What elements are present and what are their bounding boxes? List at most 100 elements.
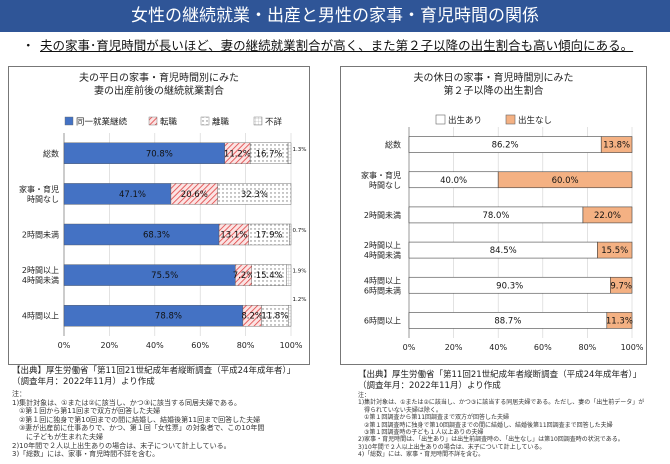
- left-chart-panel: 夫の平日の家事・育児時間別にみた 妻の出産前後の継続就業割合 同一就業継続 転職 離職…: [8, 66, 310, 365]
- data-label: 40.0%: [440, 176, 467, 186]
- data-label: 88.7%: [494, 316, 521, 326]
- lead-text: 夫の家事･育児時間が長いほど、妻の継続就業割合が高く、また第２子以降の出生割合も…: [40, 38, 634, 53]
- legend-swatch: [505, 114, 516, 125]
- category-label: 2時間以上: [364, 241, 401, 250]
- left-chart: 同一就業継続 転職 離職 不詳 0% 20% 40% 60% 80% 100% 総数 70.8% 11.…: [19, 116, 307, 351]
- data-label: 60.0%: [552, 176, 579, 186]
- x-tick-label: 40%: [489, 343, 507, 352]
- category-label: 時間なし: [369, 181, 401, 190]
- data-label: 16.7%: [256, 149, 283, 159]
- bar-segment: [582, 206, 633, 224]
- data-label: 22.0%: [594, 211, 621, 221]
- data-label: 75.5%: [151, 271, 178, 281]
- data-label: 7.2%: [233, 271, 255, 281]
- data-label: 90.3%: [496, 281, 523, 291]
- right-chart-title: 夫の休日の家事・育児時間別にみた 第２子以降の出生割合: [413, 73, 574, 97]
- bar-segment: [289, 223, 292, 246]
- legend-swatch: [200, 116, 210, 126]
- data-label: 86.2%: [492, 141, 519, 151]
- data-label: 70.8%: [146, 149, 173, 159]
- legend-label: 離職: [212, 117, 230, 128]
- bar-segment: [288, 304, 292, 327]
- data-label: 20.6%: [181, 190, 208, 200]
- bar-segment: [597, 241, 633, 259]
- category-label: 4時間未満: [364, 250, 401, 260]
- x-tick-label: 20%: [101, 341, 119, 350]
- x-tick-label: 80%: [237, 341, 255, 350]
- bar-segment: [606, 312, 633, 329]
- legend-swatch: [148, 116, 158, 126]
- data-label: 8.2%: [241, 312, 263, 322]
- data-label: 78.8%: [155, 312, 182, 322]
- legend-label: 転職: [160, 118, 178, 128]
- bullet: ・: [22, 38, 35, 53]
- bar-segment: [63, 304, 244, 327]
- bar-segment: [63, 183, 172, 205]
- data-label: 13.1%: [220, 231, 247, 241]
- category-label: 家事・育児: [361, 170, 401, 180]
- category-label: 総数: [385, 140, 401, 150]
- left-source: 【出典】厚生労働省「第11回21世紀成年者縦断調査（平成24年成年者）」 （調査年…: [12, 366, 296, 387]
- bar-segment: [286, 264, 292, 286]
- bar-segment: [600, 136, 633, 153]
- legend-label: 不詳: [265, 117, 283, 128]
- x-tick-label: 80%: [579, 343, 597, 352]
- left-notes: 注： 1)集計対象は、①または②に該当し、かつ③に該当する同居夫婦である。 ①第…: [12, 390, 265, 459]
- category-label: 時間なし: [27, 195, 59, 204]
- data-label: 78.0%: [482, 211, 509, 221]
- category-label: 家事・育児: [19, 184, 59, 194]
- bar-segment: [610, 276, 633, 294]
- category-label: 4時間以上: [364, 276, 401, 285]
- x-tick-label: 100%: [280, 341, 303, 350]
- right-source: 【出典】厚生労働省「第11回21世紀成年者縦断調査（平成24年成年者）」 （調査年…: [358, 370, 642, 391]
- data-label: 1.3%: [293, 147, 307, 153]
- right-chart: 出生あり 出生なし 0% 20% 40% 60% 80% 100% 総数 86.2% 13.8% 家事…: [361, 114, 644, 352]
- data-label: 9.7%: [610, 281, 632, 291]
- legend-label: 同一就業継続: [76, 117, 128, 128]
- legend-swatch: [435, 114, 446, 125]
- data-label: 1.2%: [293, 297, 307, 303]
- data-label: 47.1%: [119, 190, 146, 200]
- data-label: 0.7%: [293, 228, 307, 234]
- bar-segment: [63, 223, 220, 246]
- x-tick-label: 100%: [621, 343, 644, 352]
- bar-segment: [63, 264, 236, 286]
- category-label: 2時間未満: [22, 230, 59, 240]
- bar-segment: [63, 142, 225, 165]
- x-tick-label: 60%: [534, 343, 552, 352]
- x-tick-label: 60%: [191, 341, 209, 350]
- data-label: 1.9%: [293, 269, 307, 275]
- x-tick-label: 40%: [146, 341, 164, 350]
- category-label: 6時間以上: [364, 316, 401, 325]
- bar-segment: [497, 171, 633, 189]
- data-label: 11.3%: [606, 316, 633, 326]
- legend-label: 出生あり: [448, 115, 482, 126]
- data-label: 15.5%: [601, 246, 628, 256]
- category-label: 6時間未満: [364, 285, 401, 295]
- lead-statement: ・夫の家事･育児時間が長いほど、妻の継続就業割合が高く、また第２子以降の出生割合…: [22, 35, 652, 54]
- data-label: 84.5%: [490, 246, 517, 256]
- left-chart-title: 夫の平日の家事・育児時間別にみた 妻の出産前後の継続就業割合: [79, 73, 239, 97]
- data-label: 15.4%: [256, 271, 283, 281]
- bar-segment: [287, 142, 292, 165]
- legend-label: 出生なし: [518, 115, 552, 126]
- page-title: 女性の継続就業・出産と男性の家事・育児時間の関係: [0, 0, 670, 32]
- category-label: 2時間以上: [22, 266, 59, 275]
- right-chart-panel: 夫の休日の家事・育児時間別にみた 第２子以降の出生割合 出生あり 出生なし 0% 20%…: [340, 66, 647, 365]
- x-tick-label: 0%: [403, 343, 416, 352]
- x-tick-label: 0%: [58, 341, 71, 350]
- right-notes: 注： 1)集計対象は、①または②に該当し、かつ③に該当する同居夫婦である。ただし…: [358, 392, 645, 459]
- data-label: 11.8%: [261, 312, 288, 322]
- category-label: 4時間以上: [22, 312, 59, 321]
- x-tick-label: 20%: [445, 343, 463, 352]
- legend-swatch: [64, 116, 74, 126]
- category-label: 総数: [43, 148, 59, 158]
- data-label: 17.9%: [256, 231, 283, 241]
- data-label: 68.3%: [143, 231, 170, 241]
- data-label: 13.8%: [603, 141, 630, 151]
- data-label: 32.3%: [241, 190, 268, 200]
- data-label: 11.2%: [224, 149, 251, 159]
- bar-segment: [217, 183, 292, 205]
- category-label: 4時間未満: [22, 275, 59, 285]
- legend-swatch: [253, 116, 263, 126]
